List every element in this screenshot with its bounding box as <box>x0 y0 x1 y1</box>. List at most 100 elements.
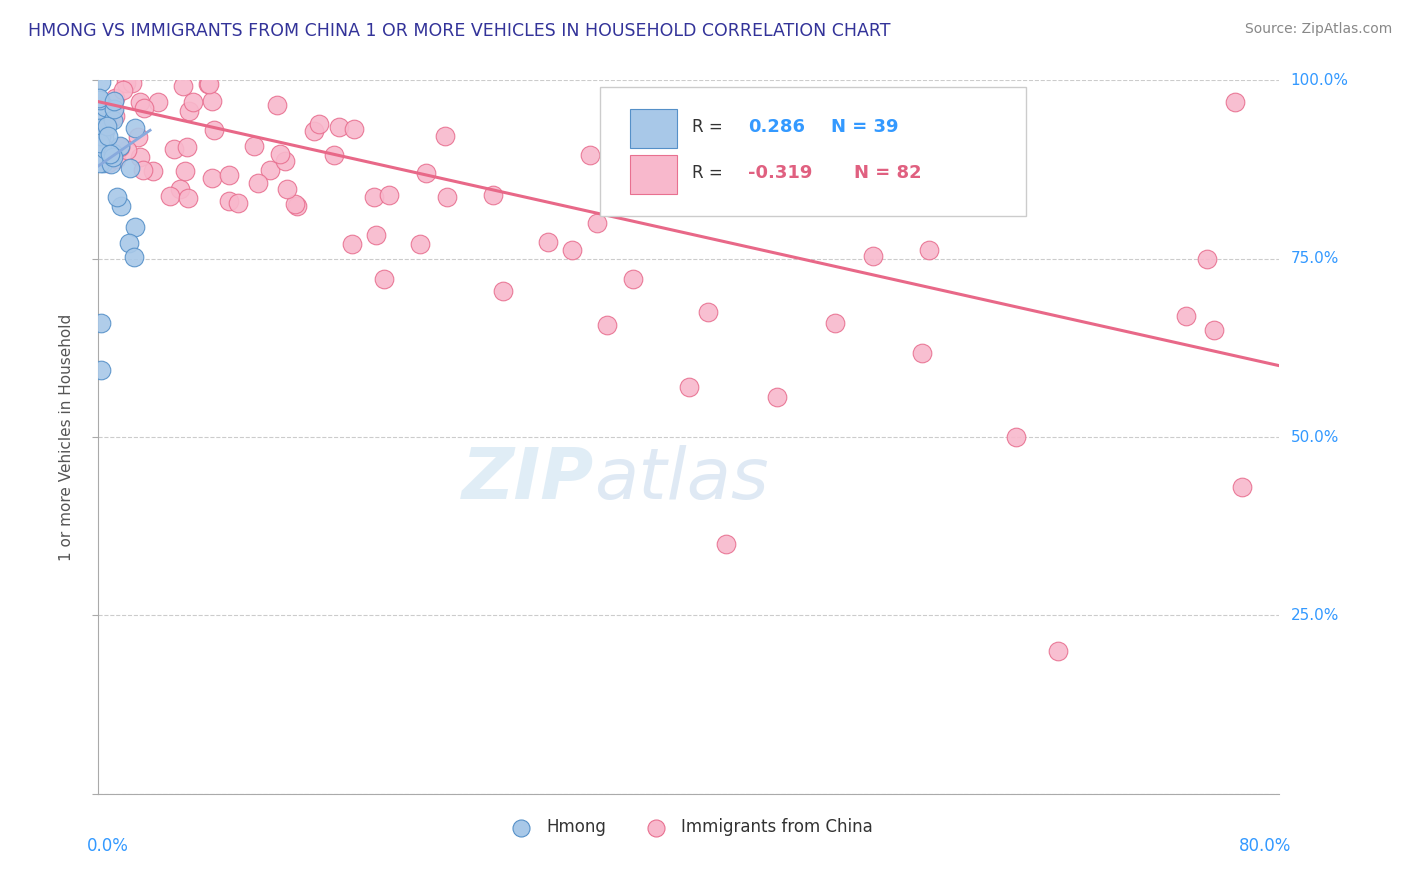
Point <box>117 236 139 251</box>
Point <box>308 117 330 131</box>
Point <box>108 140 131 154</box>
Point <box>218 169 240 183</box>
Point <box>415 166 437 180</box>
Point <box>1202 323 1225 337</box>
Point <box>101 113 124 128</box>
Legend: Hmong, Immigrants from China: Hmong, Immigrants from China <box>498 812 880 843</box>
Point <box>269 146 291 161</box>
Point <box>176 139 198 153</box>
Text: 0.286: 0.286 <box>748 118 806 136</box>
Text: 100.0%: 100.0% <box>1291 73 1348 87</box>
Point <box>90 316 112 330</box>
FancyBboxPatch shape <box>600 87 1025 216</box>
Point <box>197 78 219 92</box>
Point <box>124 220 146 235</box>
Point <box>97 128 120 143</box>
Point <box>482 187 505 202</box>
Point <box>363 189 385 203</box>
Point <box>90 104 112 119</box>
Point <box>561 243 583 257</box>
Point <box>90 128 112 143</box>
Text: 75.0%: 75.0% <box>1291 252 1339 266</box>
Point <box>246 176 269 190</box>
Point <box>100 156 122 170</box>
FancyBboxPatch shape <box>630 155 678 194</box>
Point <box>862 249 884 263</box>
Text: 80.0%: 80.0% <box>1239 837 1291 855</box>
Point <box>200 94 222 108</box>
Point <box>911 346 934 360</box>
Point <box>89 152 111 166</box>
Point <box>90 147 112 161</box>
Text: HMONG VS IMMIGRANTS FROM CHINA 1 OR MORE VEHICLES IN HOUSEHOLD CORRELATION CHART: HMONG VS IMMIGRANTS FROM CHINA 1 OR MORE… <box>28 22 890 40</box>
Point <box>98 147 121 161</box>
Point <box>94 142 117 156</box>
Point <box>276 181 298 195</box>
FancyBboxPatch shape <box>630 109 678 148</box>
Point <box>90 116 112 130</box>
Point <box>159 189 181 203</box>
Point <box>89 154 111 169</box>
Text: 25.0%: 25.0% <box>1291 608 1339 623</box>
Point <box>132 162 155 177</box>
Point <box>108 138 131 153</box>
Text: -0.319: -0.319 <box>748 164 813 182</box>
Text: R =: R = <box>693 118 728 136</box>
Point <box>110 199 132 213</box>
Point <box>537 235 560 250</box>
Point <box>377 188 399 202</box>
Text: N = 39: N = 39 <box>831 118 898 136</box>
Point <box>198 78 221 92</box>
Point <box>90 75 112 89</box>
Point <box>89 93 111 107</box>
Point <box>226 195 249 210</box>
Point <box>94 120 117 135</box>
Point <box>621 272 644 286</box>
Point <box>103 94 125 108</box>
Point <box>118 161 141 175</box>
Point <box>128 95 150 110</box>
Point <box>1005 430 1028 444</box>
Point <box>274 153 297 168</box>
Point <box>172 79 194 94</box>
Point <box>409 237 432 252</box>
Text: Source: ZipAtlas.com: Source: ZipAtlas.com <box>1244 22 1392 37</box>
Point <box>128 150 150 164</box>
Point <box>285 199 308 213</box>
Point <box>94 124 117 138</box>
Point <box>218 194 240 209</box>
Text: 0.0%: 0.0% <box>87 837 128 855</box>
Point <box>177 103 200 118</box>
Point <box>124 250 146 264</box>
Point <box>103 102 125 116</box>
Point <box>127 129 149 144</box>
Point <box>824 316 846 330</box>
Point <box>340 237 363 252</box>
Point <box>89 156 111 170</box>
Point <box>364 228 387 243</box>
Point <box>1197 252 1219 266</box>
Point <box>93 100 115 114</box>
Point <box>90 363 112 377</box>
Point <box>323 147 346 161</box>
Point <box>146 95 169 109</box>
Point <box>1047 644 1070 658</box>
Point <box>112 83 135 97</box>
Point <box>266 97 288 112</box>
Point <box>91 121 114 136</box>
Point <box>103 146 125 161</box>
Point <box>96 119 118 133</box>
Point <box>100 145 122 159</box>
Point <box>436 189 458 203</box>
Point <box>492 284 515 298</box>
Point <box>121 76 143 90</box>
Point <box>105 190 128 204</box>
Point <box>90 152 112 166</box>
Point <box>201 170 224 185</box>
Point <box>714 537 737 551</box>
Text: R =: R = <box>693 164 728 182</box>
Point <box>174 164 197 178</box>
Point <box>132 101 155 115</box>
Point <box>1225 95 1247 109</box>
Point <box>142 164 165 178</box>
